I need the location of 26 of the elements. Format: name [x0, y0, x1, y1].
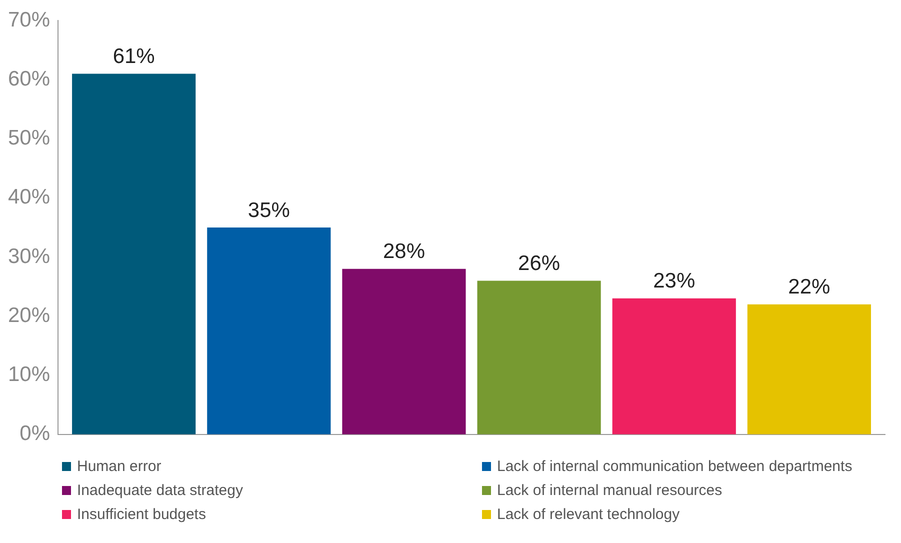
legend-label: Lack of internal manual resources [497, 482, 722, 498]
legend-label: Insufficient budgets [77, 506, 206, 522]
data-label: 61% [112, 45, 155, 68]
data-label: 23% [653, 270, 696, 293]
bar [477, 280, 601, 434]
data-label: 22% [788, 276, 830, 299]
bar [612, 298, 736, 434]
bar [342, 268, 466, 434]
data-label: 26% [518, 252, 560, 275]
bar [747, 304, 871, 434]
data-label: 28% [382, 240, 425, 264]
y-tick-label: 20% [8, 304, 50, 327]
bar [207, 228, 331, 434]
y-tick-label: 0% [20, 422, 50, 446]
legend-label: Human error [77, 458, 162, 474]
legend-label: Lack of internal communication between departments [497, 458, 852, 474]
y-tick-label: 70% [8, 8, 50, 32]
y-tick-label: 40% [8, 186, 50, 209]
legend-label: Inadequate data strategy [77, 482, 243, 498]
legend-label: Lack of relevant technology [497, 506, 680, 522]
y-tick-label: 10% [8, 363, 50, 386]
y-tick-label: 60% [8, 68, 50, 91]
y-tick-label: 50% [8, 126, 50, 150]
bar [72, 74, 196, 434]
y-tick-label: 30% [8, 244, 50, 268]
data-label: 35% [248, 198, 290, 222]
